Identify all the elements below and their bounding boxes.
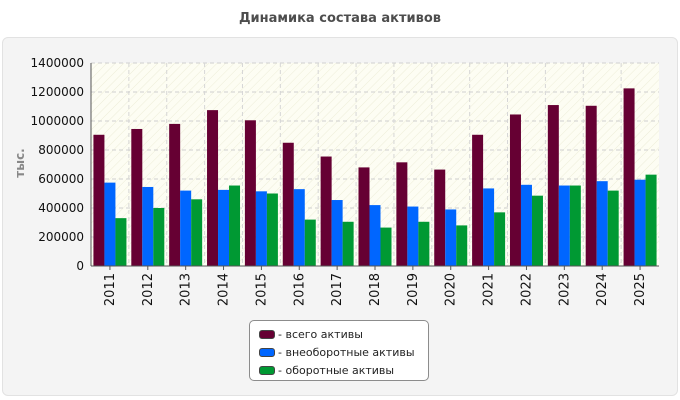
bar-series-0 xyxy=(244,120,256,267)
bar-series-0 xyxy=(509,114,521,266)
bar-series-0 xyxy=(169,123,181,267)
legend-item: - всего активы xyxy=(250,325,428,343)
legend-swatch-noncurrent xyxy=(259,347,275,357)
x-tick-label: 2012 xyxy=(141,273,156,306)
x-tick-label: 2022 xyxy=(519,273,534,306)
x-tick-label: 2023 xyxy=(557,273,572,306)
chart-title: Динамика состава активов xyxy=(238,11,442,26)
bar-series-2 xyxy=(418,221,430,266)
x-tick-label: 2025 xyxy=(633,273,648,306)
bar-series-1 xyxy=(596,181,608,266)
bar-series-2 xyxy=(456,225,468,266)
bar-series-2 xyxy=(607,190,619,266)
x-tick-label: 2018 xyxy=(368,273,383,306)
bars xyxy=(93,88,657,267)
bar-series-2 xyxy=(380,227,392,266)
bar-series-0 xyxy=(358,167,370,266)
y-axis-label: тыс. xyxy=(13,148,27,177)
bar-series-1 xyxy=(445,209,457,266)
y-tick-label: 200000 xyxy=(38,230,84,244)
bar-series-2 xyxy=(494,212,506,266)
bar-series-1 xyxy=(104,182,116,266)
bar-series-1 xyxy=(142,186,154,266)
bar-series-0 xyxy=(320,156,332,266)
bar-series-1 xyxy=(180,190,192,266)
x-tick-label: 2015 xyxy=(254,273,269,306)
bar-series-1 xyxy=(331,200,343,266)
bar-series-0 xyxy=(472,134,484,266)
x-tick-label: 2014 xyxy=(217,273,232,306)
x-tick-label: 2020 xyxy=(444,273,459,306)
bar-series-0 xyxy=(585,105,597,267)
bar-series-2 xyxy=(229,185,241,266)
bar-series-2 xyxy=(266,193,278,266)
bar-series-0 xyxy=(396,162,408,266)
legend-item: - внеоборотные активы xyxy=(250,343,428,361)
y-tick-label: 1000000 xyxy=(31,114,84,128)
y-tick-label: 1400000 xyxy=(31,56,84,70)
bar-series-2 xyxy=(304,219,316,266)
bar-series-2 xyxy=(342,221,354,266)
legend-swatch-total xyxy=(259,329,275,339)
bar-series-0 xyxy=(434,169,446,266)
legend-label: - оборотные активы xyxy=(278,363,395,377)
x-tick-label: 2013 xyxy=(179,273,194,306)
bar-series-2 xyxy=(531,195,543,266)
bar-series-2 xyxy=(569,185,581,266)
bar-series-2 xyxy=(645,174,657,266)
legend: - всего активы - внеоборотные активы - о… xyxy=(249,320,429,381)
bar-series-0 xyxy=(93,134,105,266)
bar-series-0 xyxy=(207,110,219,266)
bar-series-2 xyxy=(115,218,127,266)
legend-item: - оборотные активы xyxy=(250,361,428,379)
x-tick-label: 2019 xyxy=(406,273,421,306)
bar-series-1 xyxy=(483,188,495,266)
bar-series-1 xyxy=(634,179,646,266)
x-tick-label: 2021 xyxy=(482,273,497,306)
x-tick-label: 2016 xyxy=(292,273,307,306)
bar-series-0 xyxy=(282,142,294,266)
y-tick-label: 800000 xyxy=(38,143,84,157)
x-tick-label: 2011 xyxy=(103,273,118,306)
legend-label: - внеоборотные активы xyxy=(278,345,415,359)
bar-series-2 xyxy=(191,199,203,266)
bar-series-1 xyxy=(407,206,419,266)
bar-series-0 xyxy=(131,128,143,266)
x-tick-label: 2017 xyxy=(330,273,345,306)
y-tick-label: 0 xyxy=(76,259,84,273)
bar-series-0 xyxy=(547,105,559,266)
bar-series-1 xyxy=(293,189,305,266)
y-tick-label: 600000 xyxy=(38,172,84,186)
x-tick-labels: 2011 2012 2013 2014 2015 2016 2017 2018 2019 2020… xyxy=(103,266,648,306)
y-tick-label: 400000 xyxy=(38,201,84,215)
bar-series-1 xyxy=(218,189,230,266)
legend-swatch-current xyxy=(259,365,275,375)
bar-series-0 xyxy=(623,88,635,266)
x-tick-label: 2024 xyxy=(595,273,610,306)
bar-series-1 xyxy=(558,185,570,266)
bar-series-1 xyxy=(369,205,381,266)
legend-label: - всего активы xyxy=(278,327,363,341)
bar-series-2 xyxy=(153,208,165,266)
bar-series-1 xyxy=(520,184,532,266)
y-tick-labels: 0 200000 400000 600000 800000 1000000 1200000 1… xyxy=(31,56,84,273)
bar-series-1 xyxy=(255,191,267,266)
y-tick-label: 1200000 xyxy=(31,85,84,99)
